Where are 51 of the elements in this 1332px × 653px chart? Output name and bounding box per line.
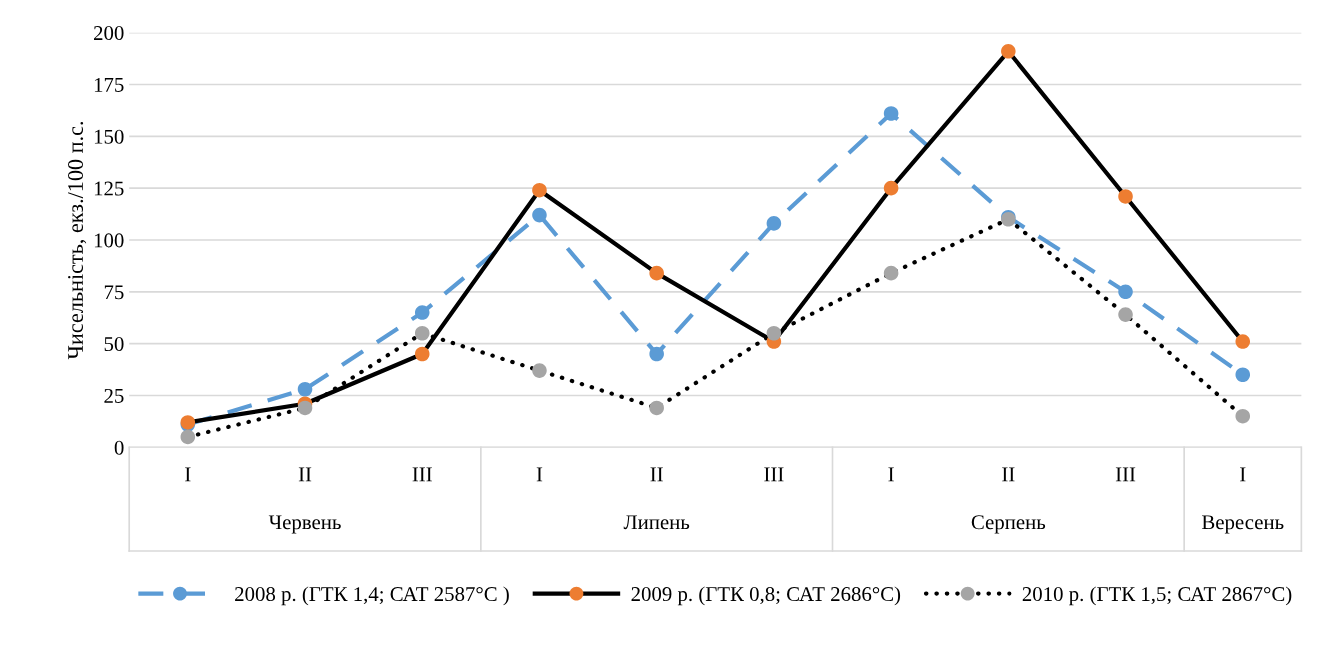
text: Серпень	[971, 515, 1046, 534]
point	[883, 180, 899, 196]
y-tick-label: 150	[94, 129, 124, 144]
x-tick-label: II	[298, 467, 312, 482]
y-tick-label: 175	[94, 77, 124, 92]
y-tick-label: 125	[94, 181, 124, 196]
point	[1235, 367, 1251, 383]
legend-label: 2009 р. (ГТК 0,8; САТ 2686°С)	[631, 586, 901, 606]
point	[532, 363, 547, 378]
y-tick-label: 100	[94, 233, 124, 248]
point	[414, 325, 430, 341]
point	[414, 305, 430, 320]
text: Липень	[623, 515, 690, 530]
x-tick-label: I	[888, 467, 894, 482]
legend-label: 2008 р. (ГТК 1,4; САТ 2587°С )	[235, 586, 509, 606]
point	[414, 346, 430, 362]
y-axis-title: Чисельність, екз./100 п.с.	[68, 121, 87, 360]
x-tick-label: I	[1240, 467, 1246, 482]
point	[180, 429, 196, 445]
x-tick-label: II	[1002, 467, 1015, 482]
point	[297, 381, 313, 397]
x-tick-label: I	[536, 467, 543, 482]
point	[1001, 44, 1016, 59]
x-tick-label: III	[412, 467, 432, 482]
point	[532, 182, 547, 198]
text: Вересень	[1201, 515, 1284, 534]
point	[883, 106, 899, 121]
point	[1235, 408, 1251, 424]
point	[297, 400, 313, 416]
point	[1235, 334, 1251, 349]
text: Червень	[268, 515, 341, 534]
x-tick-label: I	[185, 467, 191, 482]
y-tick-label: 0	[114, 440, 124, 455]
x-tick-label: III	[1115, 467, 1136, 482]
point	[1118, 307, 1133, 322]
point	[1118, 284, 1133, 300]
y-tick-label: 25	[104, 388, 124, 403]
point	[883, 265, 899, 281]
legend-label: 2010 р. (ГТК 1,5; САТ 2867°С)	[1022, 586, 1292, 606]
y-tick-label: 75	[104, 285, 124, 300]
point	[649, 346, 664, 362]
point	[766, 325, 782, 341]
point	[649, 265, 664, 281]
point	[766, 216, 782, 231]
y-tick-label: 200	[94, 26, 124, 41]
point	[649, 400, 664, 416]
y-tick-label: 50	[104, 337, 124, 352]
point	[1118, 189, 1133, 204]
point	[532, 207, 547, 223]
x-tick-label: III	[764, 467, 784, 482]
x-tick-label: II	[650, 467, 663, 482]
